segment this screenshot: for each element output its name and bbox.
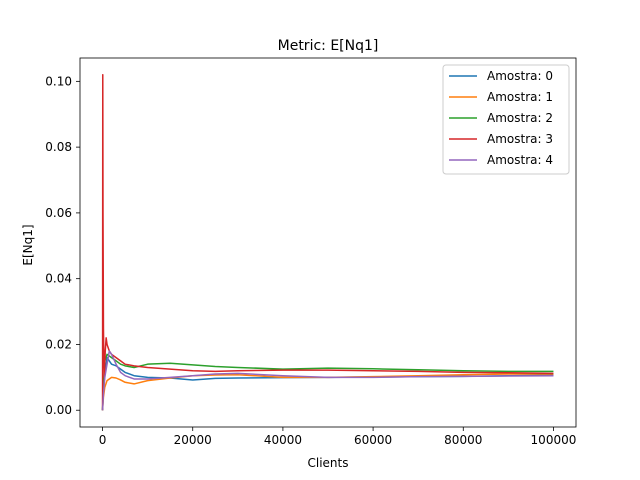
y-tick-label: 0.06 — [45, 206, 72, 220]
y-axis: 0.00 0.02 0.04 0.06 0.08 0.10 — [45, 74, 80, 417]
series-line-4 — [101, 350, 554, 411]
legend-label-3: Amostra: 3 — [487, 132, 553, 146]
y-tick-label: 0.02 — [45, 337, 72, 351]
x-tick-label: 80000 — [444, 433, 482, 447]
x-axis-label: Clients — [308, 456, 349, 470]
series-line-1 — [101, 373, 554, 411]
x-axis: 0 20000 40000 60000 80000 100000 — [99, 427, 577, 447]
x-tick-label: 100000 — [531, 433, 577, 447]
x-tick-label: 60000 — [354, 433, 392, 447]
axes-frame — [79, 57, 577, 428]
legend-label-0: Amostra: 0 — [487, 69, 553, 83]
y-tick-label: 0.00 — [45, 403, 72, 417]
x-tick-label: 40000 — [264, 433, 302, 447]
chart-title: Metric: E[Nq1] — [278, 38, 379, 54]
y-axis-label: E[Nq1] — [21, 224, 35, 265]
y-tick-label: 0.08 — [45, 140, 72, 154]
plot-area — [79, 57, 577, 428]
x-tick-label: 0 — [99, 433, 107, 447]
legend-box — [442, 64, 570, 175]
y-tick-label: 0.10 — [45, 74, 72, 88]
y-tick-label: 0.04 — [45, 272, 72, 286]
series-line-3 — [101, 74, 554, 411]
legend: Amostra: 0 Amostra: 1 Amostra: 2 Amostra: 3… — [442, 64, 570, 175]
legend-label-4: Amostra: 4 — [487, 153, 553, 167]
legend-label-2: Amostra: 2 — [487, 111, 553, 125]
x-tick-label: 20000 — [174, 433, 212, 447]
legend-label-1: Amostra: 1 — [487, 90, 553, 104]
